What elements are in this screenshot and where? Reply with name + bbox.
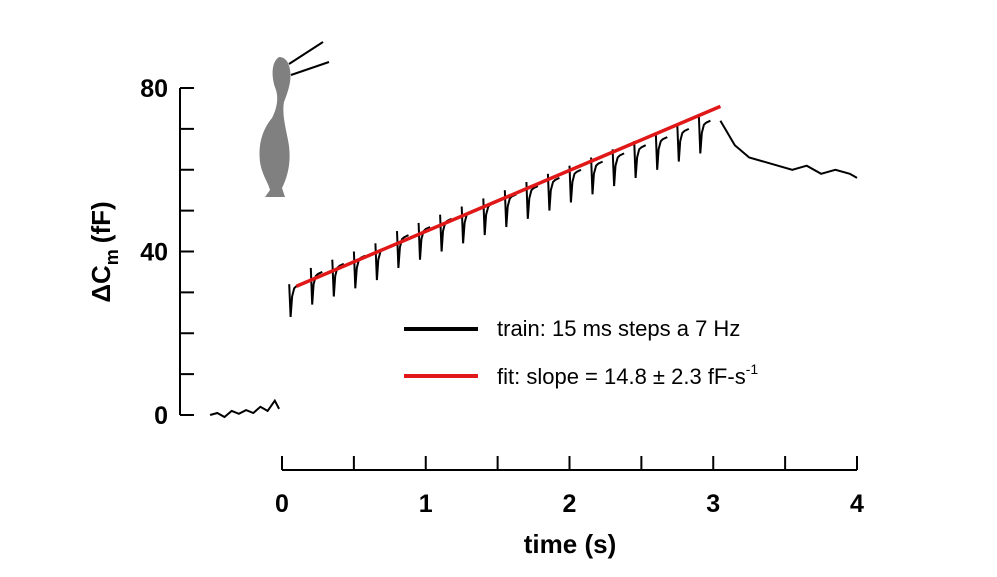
legend-label-train: train: 15 ms steps a 7 Hz xyxy=(497,316,740,341)
step-trace xyxy=(396,231,409,268)
baseline-trace xyxy=(209,398,280,419)
step-trace xyxy=(633,141,647,178)
neuron-illustration xyxy=(259,41,330,197)
y-axis-title-sub: m xyxy=(102,249,122,265)
step-trace xyxy=(590,157,604,195)
x-axis: 0 1 2 3 4 xyxy=(275,456,864,518)
x-axis-title: time (s) xyxy=(524,529,616,559)
step-trace xyxy=(676,124,690,162)
legend-label-fit: fit: slope = 14.8 ± 2.3 fF-s-1 xyxy=(497,361,758,389)
step-trace xyxy=(568,165,582,203)
step-trace xyxy=(525,181,539,219)
x-tick-label: 2 xyxy=(563,490,577,518)
y-tick-label: 40 xyxy=(140,239,168,267)
fit-line xyxy=(295,104,722,288)
plot-area xyxy=(209,104,858,419)
y-axis-title: ΔCm (fF) xyxy=(86,201,122,302)
x-tick-label: 3 xyxy=(706,490,720,518)
y-tick-label: 0 xyxy=(154,402,168,430)
step-trace xyxy=(611,149,625,187)
y-tick-label: 80 xyxy=(140,75,168,103)
x-tick-label: 0 xyxy=(275,490,289,518)
electrode-line xyxy=(290,61,330,76)
step-trace xyxy=(697,116,711,154)
x-tick-label: 4 xyxy=(850,490,864,518)
step-trace xyxy=(654,132,668,170)
y-axis-title-main: ΔC xyxy=(86,265,116,303)
y-axis-title-unit: (fF) xyxy=(86,201,116,243)
decay-trace xyxy=(719,120,858,179)
step-trace xyxy=(309,267,323,305)
y-axis: 0 40 80 xyxy=(140,75,194,430)
x-tick-label: 1 xyxy=(419,490,433,518)
electrode-line xyxy=(288,41,324,65)
step-trace xyxy=(331,259,345,297)
step-trace xyxy=(417,222,431,260)
legend-label-fit-superscript: -1 xyxy=(746,361,759,377)
neuron-body xyxy=(259,57,291,197)
step-trace xyxy=(546,173,560,211)
step-trace xyxy=(288,283,302,317)
legend-label-fit-text: fit: slope = 14.8 ± 2.3 fF-s xyxy=(497,364,746,389)
legend: train: 15 ms steps a 7 Hz fit: slope = 1… xyxy=(404,316,758,389)
